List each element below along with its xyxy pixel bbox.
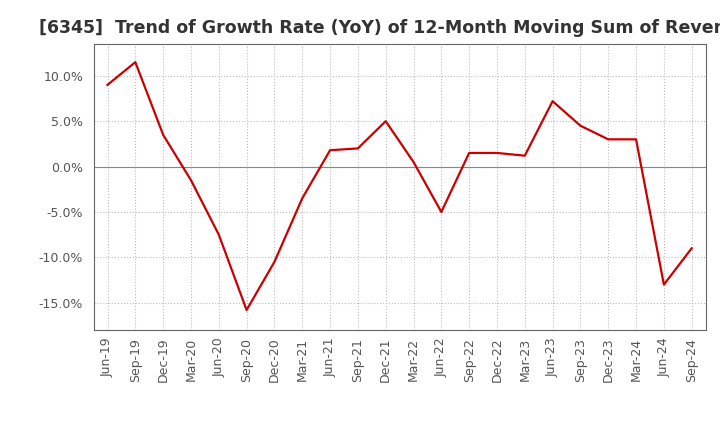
Title: [6345]  Trend of Growth Rate (YoY) of 12-Month Moving Sum of Revenues: [6345] Trend of Growth Rate (YoY) of 12-… — [39, 19, 720, 37]
